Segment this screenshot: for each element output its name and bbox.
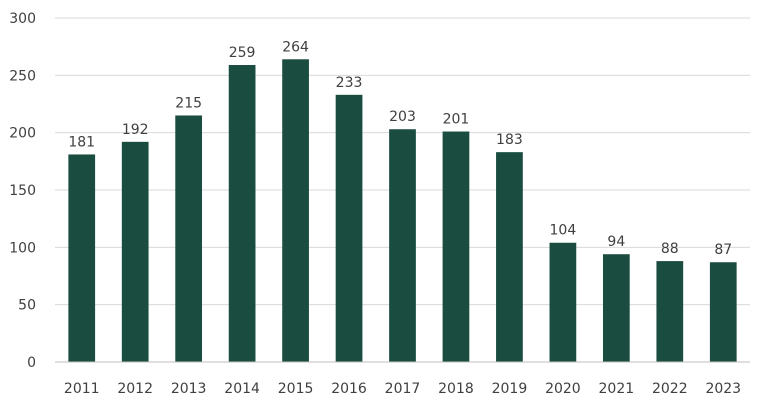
bar-2019	[496, 152, 523, 362]
y-tick-label: 300	[9, 11, 36, 27]
bar-2021	[602, 254, 630, 362]
y-tick-label: 250	[9, 68, 36, 84]
bar-2017	[389, 129, 416, 362]
x-tick-label-2019: 2019	[492, 381, 528, 397]
data-label-2014: 259	[229, 45, 256, 61]
data-label-2018: 201	[443, 112, 470, 128]
x-tick-label-2016: 2016	[331, 381, 367, 397]
x-tick-label-2015: 2015	[278, 381, 314, 397]
bar-2022	[656, 261, 684, 362]
bars	[68, 59, 737, 363]
x-tick-label-2014: 2014	[224, 381, 260, 397]
bar-2016	[335, 94, 363, 363]
data-label-2019: 183	[496, 132, 523, 148]
data-label-2020: 104	[550, 223, 577, 239]
x-tick-label-2022: 2022	[652, 381, 688, 397]
bar-2020	[549, 242, 577, 362]
bar-2015	[282, 59, 309, 362]
x-tick-label-2012: 2012	[117, 381, 153, 397]
bar-2012	[121, 141, 149, 362]
x-tick-label-2013: 2013	[171, 381, 207, 397]
data-label-2012: 192	[122, 122, 149, 138]
y-tick-label: 200	[9, 126, 36, 142]
data-label-2013: 215	[175, 95, 202, 111]
data-label-2021: 94	[607, 234, 625, 250]
bar-2013	[175, 115, 203, 362]
data-label-2017: 203	[389, 109, 416, 125]
data-label-2016: 233	[336, 75, 363, 91]
bar-2018	[442, 131, 470, 362]
y-axis-tick-labels: 0 50 100 150 200 250 300	[9, 11, 36, 371]
bar-2011	[68, 154, 96, 362]
bar-2014	[228, 65, 256, 362]
data-labels: 181 192 215 259 264 233 203 201 183 104 94 88 87	[68, 39, 732, 258]
x-tick-label-2011: 2011	[64, 381, 100, 397]
y-tick-label: 0	[27, 355, 36, 371]
x-tick-label-2021: 2021	[599, 381, 635, 397]
x-tick-label-2023: 2023	[705, 381, 741, 397]
y-tick-label: 150	[9, 183, 36, 199]
data-label-2022: 88	[661, 241, 679, 257]
data-label-2023: 87	[714, 242, 732, 258]
x-tick-label-2018: 2018	[438, 381, 474, 397]
data-label-2015: 264	[282, 39, 309, 55]
y-tick-label: 100	[9, 240, 36, 256]
x-tick-label-2017: 2017	[385, 381, 421, 397]
x-axis-tick-labels: 2011 2012 2013 2014 2015 2016 2017 2018 2019 2020…	[64, 381, 741, 397]
bar-2023	[709, 262, 737, 362]
y-tick-label: 50	[18, 298, 36, 314]
x-tick-label-2020: 2020	[545, 381, 581, 397]
data-label-2011: 181	[68, 134, 95, 150]
